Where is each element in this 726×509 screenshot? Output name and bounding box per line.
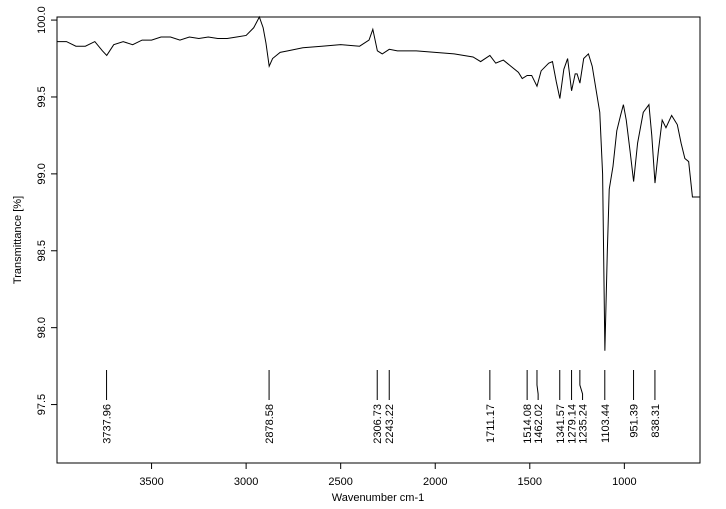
peak-label: 1711.17 bbox=[485, 404, 497, 443]
peak-label: 1103.44 bbox=[600, 404, 612, 443]
y-tick-label: 97.5 bbox=[36, 394, 48, 415]
y-tick-label: 98.5 bbox=[36, 240, 48, 261]
peak-label: 3737.96 bbox=[102, 404, 114, 444]
x-axis-title: Wavenumber cm-1 bbox=[332, 492, 425, 504]
x-tick-label: 3500 bbox=[139, 476, 163, 488]
peak-label: 1341.57 bbox=[555, 404, 567, 444]
peak-marker bbox=[536, 370, 539, 400]
plot-frame bbox=[56, 16, 701, 464]
x-tick-label: 3000 bbox=[234, 476, 258, 488]
x-tick-label: 2000 bbox=[423, 476, 447, 488]
peak-marker bbox=[579, 370, 584, 400]
peak-label: 838.31 bbox=[650, 404, 662, 438]
x-tick-label: 2500 bbox=[328, 476, 352, 488]
peak-label: 2243.22 bbox=[384, 404, 396, 444]
peak-label: 2878.58 bbox=[264, 404, 276, 444]
y-tick-label: 99.5 bbox=[36, 86, 48, 107]
y-tick-label: 100.0 bbox=[36, 6, 48, 34]
peak-label: 951.39 bbox=[629, 404, 641, 438]
peak-label: 1279.14 bbox=[567, 404, 579, 444]
y-tick-label: 99.0 bbox=[36, 163, 48, 184]
x-tick-label: 1500 bbox=[518, 476, 542, 488]
peak-label: 1514.08 bbox=[522, 404, 534, 444]
peak-label: 2306.73 bbox=[372, 404, 384, 444]
spectrum-line bbox=[57, 15, 700, 351]
x-tick-label: 1000 bbox=[612, 476, 636, 488]
y-axis-title: Transmittance [%] bbox=[12, 196, 24, 284]
peak-label: 1235.24 bbox=[578, 404, 590, 444]
y-tick-label: 98.0 bbox=[36, 317, 48, 338]
peak-label: 1462.02 bbox=[533, 404, 545, 444]
